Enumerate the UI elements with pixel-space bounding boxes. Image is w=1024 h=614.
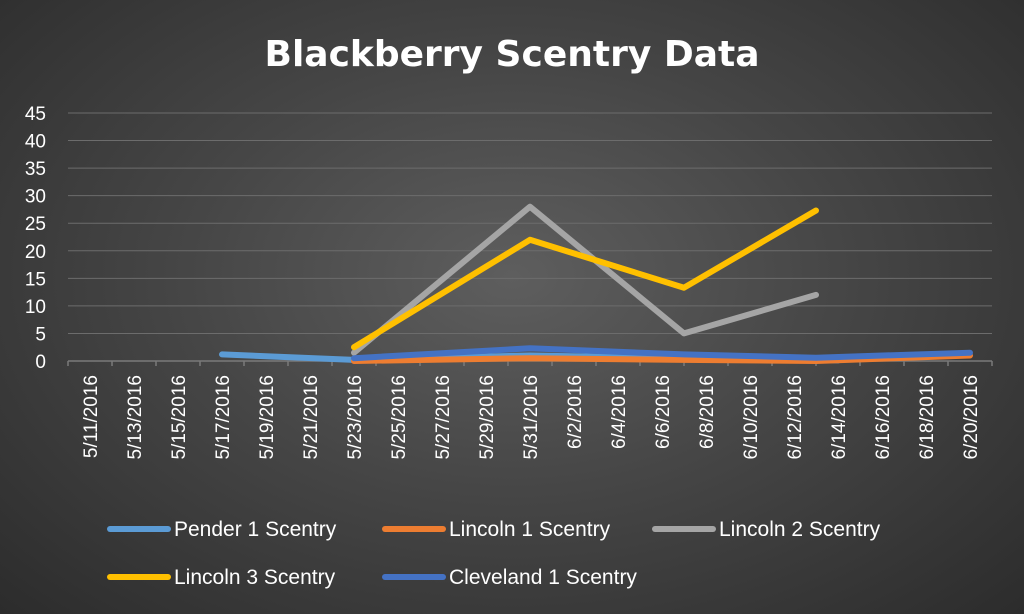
x-tick-label: 5/31/2016 <box>521 375 542 460</box>
legend-label-lincoln-1-scentry: Lincoln 1 Scentry <box>449 518 611 541</box>
legend-label-pender-1-scentry: Pender 1 Scentry <box>174 518 337 541</box>
y-tick-label: 40 <box>25 132 46 153</box>
x-tick-label: 6/6/2016 <box>653 375 674 449</box>
x-tick-label: 6/4/2016 <box>609 375 630 449</box>
x-tick-label: 5/15/2016 <box>169 375 190 460</box>
y-tick-label: 45 <box>25 104 46 125</box>
y-tick-label: 5 <box>35 324 46 345</box>
legend-label-lincoln-2-scentry: Lincoln 2 Scentry <box>719 518 881 541</box>
series-line-cleveland-1-scentry <box>351 345 973 362</box>
y-tick-label: 25 <box>25 214 46 235</box>
x-tick-label: 5/19/2016 <box>257 375 278 460</box>
y-tick-label: 0 <box>35 352 46 373</box>
x-tick-label: 5/27/2016 <box>433 375 454 460</box>
legend-label-lincoln-3-scentry: Lincoln 3 Scentry <box>174 566 336 589</box>
series-line-lincoln-2-scentry <box>351 203 819 356</box>
x-tick-label: 6/18/2016 <box>917 375 938 460</box>
x-tick-label: 6/16/2016 <box>873 375 894 460</box>
x-tick-label: 5/29/2016 <box>477 375 498 460</box>
gridlines <box>68 112 992 362</box>
x-tick-label: 6/2/2016 <box>565 375 586 449</box>
chart-title: Blackberry Scentry Data <box>265 34 760 75</box>
x-tick-label: 6/20/2016 <box>961 375 982 460</box>
series-lines <box>219 203 973 364</box>
x-tick-label: 6/14/2016 <box>829 375 850 460</box>
legend: Pender 1 Scentry Lincoln 1 Scentry Lincoln… <box>107 518 881 589</box>
y-tick-label: 35 <box>25 159 46 180</box>
series-line-lincoln-3-scentry <box>351 207 819 351</box>
x-axis-ticks: 5/11/2016 5/13/2016 5/15/2016 5/17/2016 5/19… <box>67 361 993 460</box>
y-tick-label: 30 <box>25 187 46 208</box>
y-tick-label: 20 <box>25 242 46 263</box>
x-tick-label: 6/10/2016 <box>741 375 762 460</box>
x-tick-label: 5/13/2016 <box>125 375 146 460</box>
x-tick-label: 5/23/2016 <box>345 375 366 460</box>
x-tick-label: 5/11/2016 <box>81 375 102 458</box>
x-tick-label: 5/17/2016 <box>213 375 234 460</box>
x-tick-label: 6/8/2016 <box>697 375 718 449</box>
y-tick-label: 10 <box>25 297 46 318</box>
x-tick-label: 5/21/2016 <box>301 375 322 460</box>
series-line-lincoln-1-scentry <box>351 352 973 364</box>
y-tick-label: 15 <box>25 269 46 290</box>
x-tick-label: 6/12/2016 <box>785 375 806 460</box>
y-axis-ticks: 0 5 10 15 20 25 30 35 40 45 <box>25 104 46 373</box>
legend-label-cleveland-1-scentry: Cleveland 1 Scentry <box>449 566 637 589</box>
x-tick-label: 5/25/2016 <box>389 375 410 460</box>
